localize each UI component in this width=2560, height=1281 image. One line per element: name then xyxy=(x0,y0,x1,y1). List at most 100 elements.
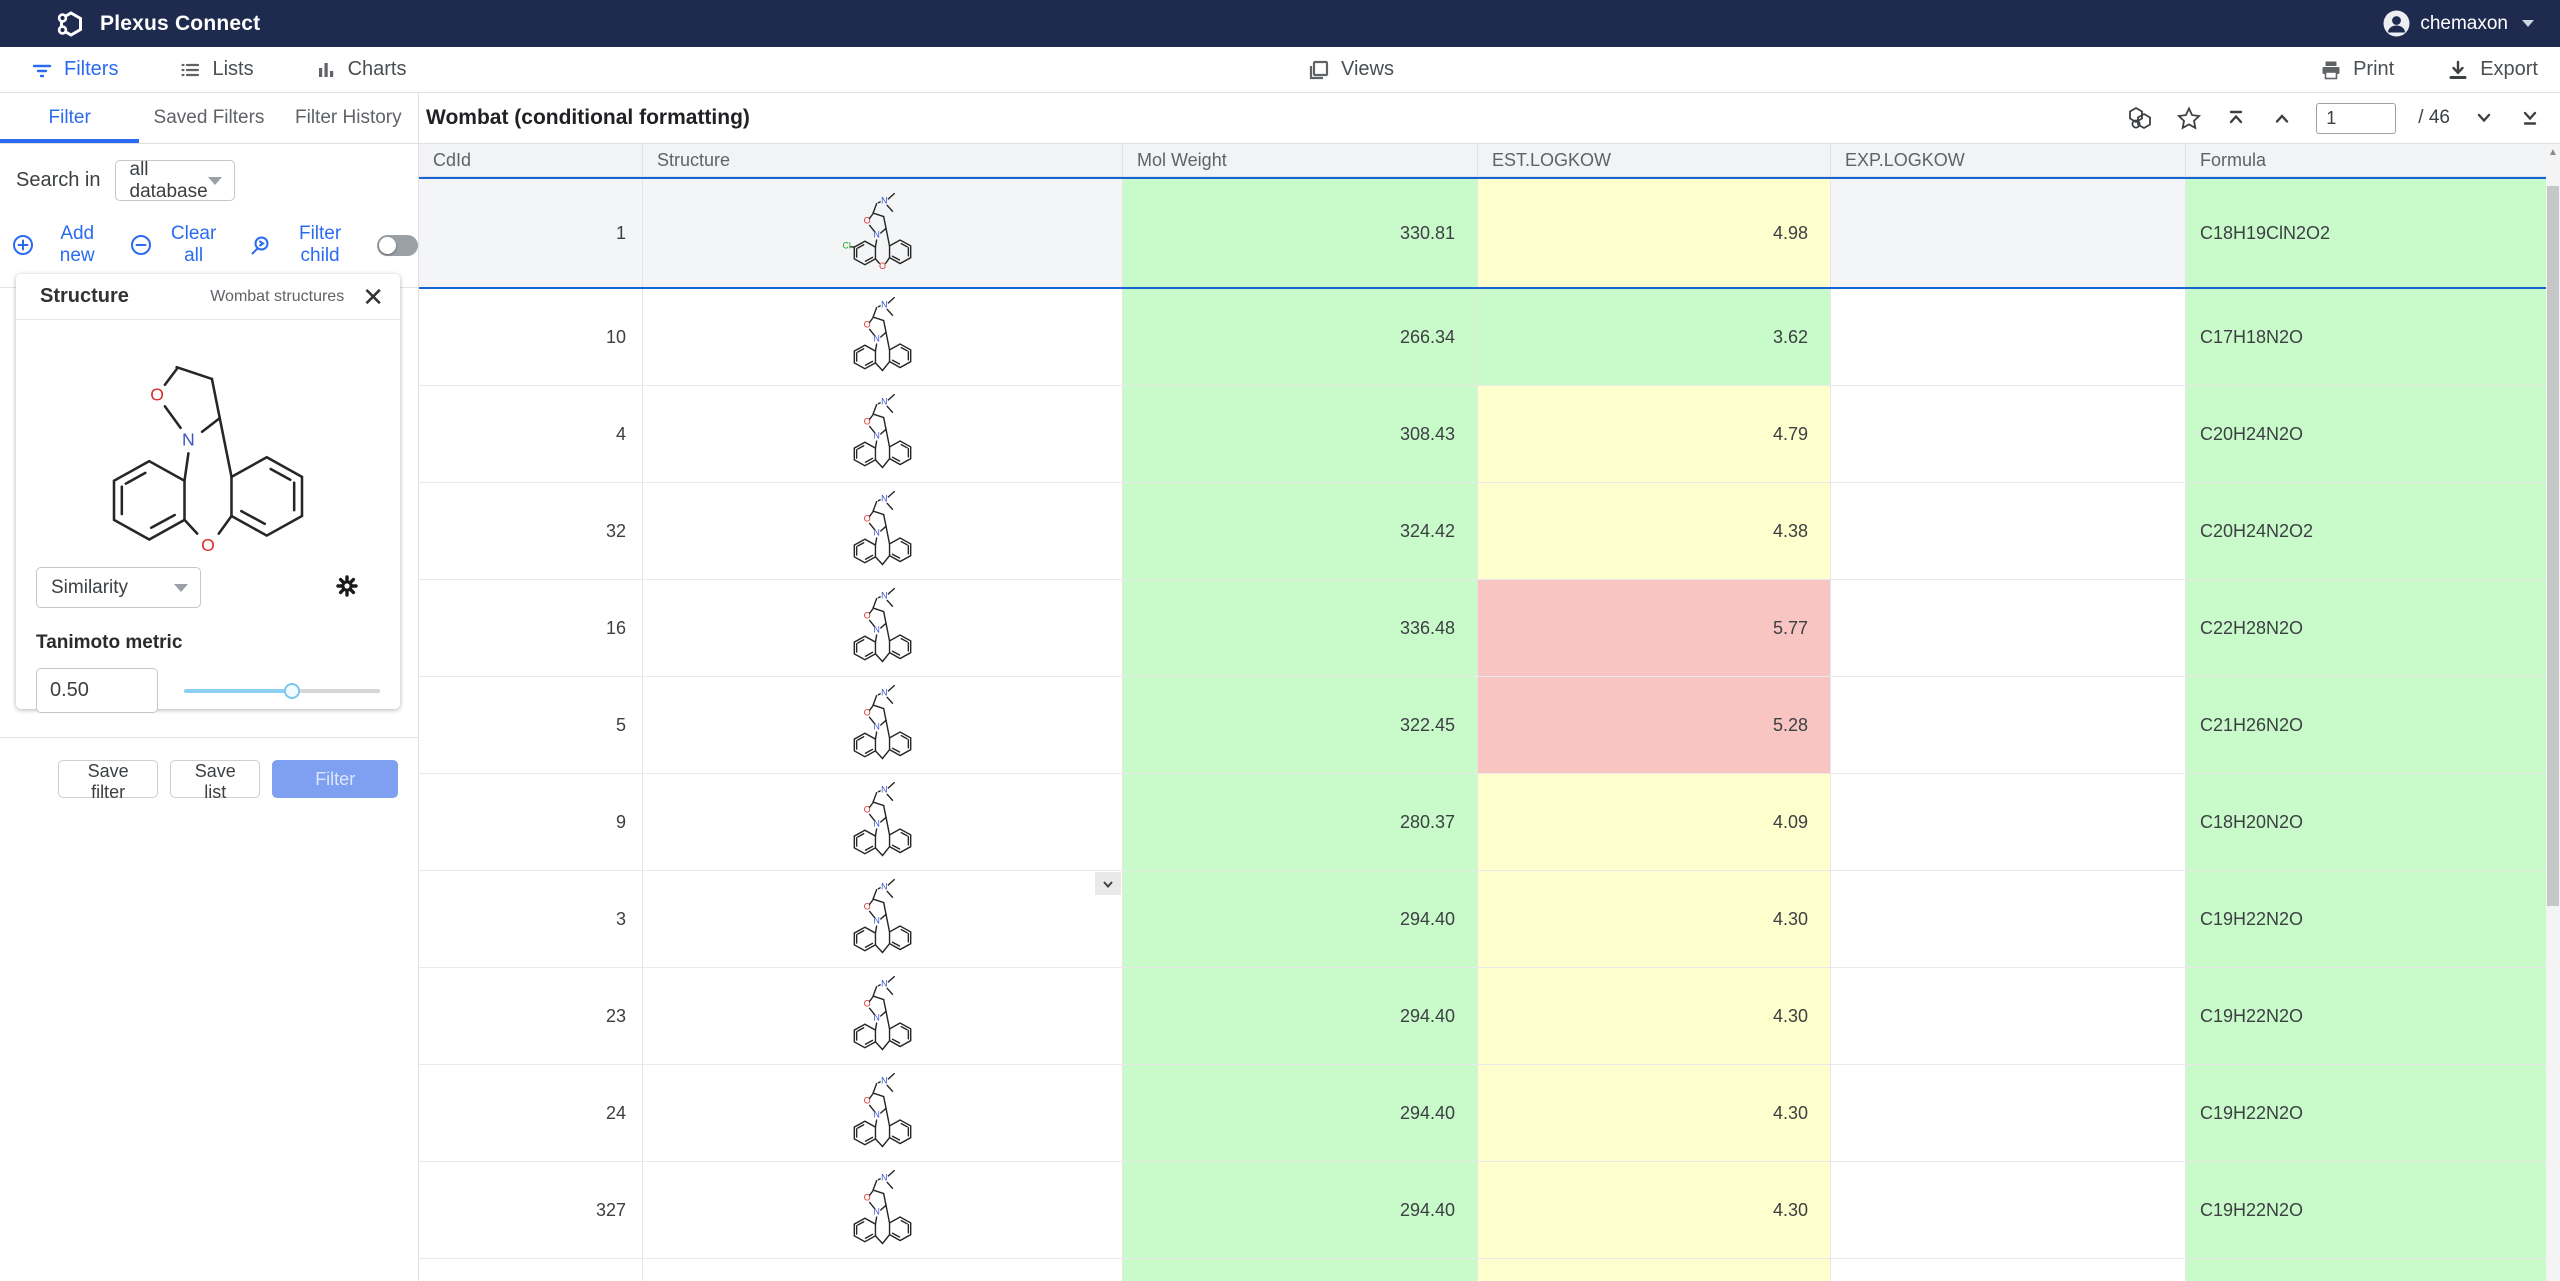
add-new-button[interactable]: Add new xyxy=(12,223,112,267)
user-menu[interactable]: chemaxon xyxy=(2383,10,2534,37)
table-row[interactable]: 16 N O N xyxy=(419,580,2546,677)
cell-exp-logkow[interactable] xyxy=(1831,774,2186,870)
last-record-icon[interactable] xyxy=(2518,106,2542,130)
cell-exp-logkow[interactable] xyxy=(1831,1259,2186,1281)
nav-filters-button[interactable]: Filters xyxy=(30,58,118,82)
tab-saved-filters[interactable]: Saved Filters xyxy=(153,107,265,128)
cell-est-logkow[interactable] xyxy=(1478,1259,1831,1281)
cell-formula[interactable]: C20H24N2O2 xyxy=(2186,483,2546,579)
cell-mol-weight[interactable]: 294.40 xyxy=(1123,1162,1478,1258)
cell-est-logkow[interactable]: 4.30 xyxy=(1478,871,1831,967)
tab-filter[interactable]: Filter xyxy=(0,93,140,143)
cell-exp-logkow[interactable] xyxy=(1831,1065,2186,1161)
cell-structure[interactable]: N O N xyxy=(643,1065,1123,1161)
print-button[interactable]: Print xyxy=(2319,58,2394,82)
next-record-icon[interactable] xyxy=(2472,106,2496,130)
cell-mol-weight[interactable]: 294.40 xyxy=(1123,871,1478,967)
cell-est-logkow[interactable]: 4.30 xyxy=(1478,968,1831,1064)
close-icon[interactable]: ✕ xyxy=(362,281,384,312)
tanimoto-slider-thumb[interactable] xyxy=(283,682,300,699)
cell-mol-weight[interactable]: 266.34 xyxy=(1123,289,1478,385)
cell-cdid[interactable]: 24 xyxy=(419,1065,643,1161)
cell-est-logkow[interactable]: 4.38 xyxy=(1478,483,1831,579)
scroll-up-arrow-icon[interactable]: ▲ xyxy=(2548,146,2558,158)
gear-icon[interactable] xyxy=(334,573,360,602)
cell-exp-logkow[interactable] xyxy=(1831,179,2186,287)
cell-est-logkow[interactable]: 4.30 xyxy=(1478,1162,1831,1258)
column-header-structure[interactable]: Structure xyxy=(643,144,1123,177)
previous-record-icon[interactable] xyxy=(2270,106,2294,130)
cell-structure[interactable]: N O N xyxy=(643,483,1123,579)
cell-exp-logkow[interactable] xyxy=(1831,1162,2186,1258)
table-row[interactable]: 3 N O N xyxy=(419,871,2546,968)
cell-cdid[interactable]: 10 xyxy=(419,289,643,385)
cell-exp-logkow[interactable] xyxy=(1831,871,2186,967)
cell-formula[interactable]: C22H28N2O xyxy=(2186,580,2546,676)
cell-formula[interactable]: C20H24N2O xyxy=(2186,386,2546,482)
table-row[interactable]: 4 N O N xyxy=(419,386,2546,483)
cell-est-logkow[interactable]: 5.28 xyxy=(1478,677,1831,773)
cell-est-logkow[interactable]: 4.30 xyxy=(1478,1065,1831,1161)
record-number-input[interactable] xyxy=(2316,102,2397,134)
cell-mol-weight[interactable]: 336.48 xyxy=(1123,580,1478,676)
filter-child-button[interactable]: Filter child xyxy=(249,223,362,267)
structure-display-icon[interactable] xyxy=(2126,105,2154,131)
vertical-scrollbar[interactable]: ▲ xyxy=(2546,144,2560,1281)
tanimoto-value-input[interactable] xyxy=(36,668,158,713)
cell-structure[interactable]: N O N xyxy=(643,677,1123,773)
cell-structure[interactable]: N O N xyxy=(643,871,1123,967)
save-list-button[interactable]: Save list xyxy=(170,760,261,802)
column-header-cdid[interactable]: CdId xyxy=(419,144,643,177)
cell-est-logkow[interactable]: 4.98 xyxy=(1478,179,1831,287)
cell-mol-weight[interactable]: 294.40 xyxy=(1123,968,1478,1064)
cell-cdid[interactable]: 32 xyxy=(419,483,643,579)
clear-all-button[interactable]: Clear all xyxy=(130,223,226,267)
cell-structure[interactable]: N O N xyxy=(643,179,1123,287)
column-header-est-logkow[interactable]: EST.LOGKOW xyxy=(1478,144,1831,177)
cell-exp-logkow[interactable] xyxy=(1831,289,2186,385)
cell-cdid[interactable]: 9 xyxy=(419,774,643,870)
cell-structure[interactable]: N O N xyxy=(643,580,1123,676)
first-record-icon[interactable] xyxy=(2224,106,2248,130)
cell-exp-logkow[interactable] xyxy=(1831,386,2186,482)
nav-charts-button[interactable]: Charts xyxy=(314,58,406,82)
cell-formula[interactable]: C19H22N2O xyxy=(2186,871,2546,967)
cell-est-logkow[interactable]: 3.62 xyxy=(1478,289,1831,385)
cell-mol-weight[interactable]: 322.45 xyxy=(1123,677,1478,773)
match-mode-select[interactable]: Similarity xyxy=(36,567,201,608)
nav-lists-button[interactable]: Lists xyxy=(178,58,254,82)
table-row[interactable]: 9 N O N xyxy=(419,774,2546,871)
cell-exp-logkow[interactable] xyxy=(1831,580,2186,676)
export-button[interactable]: Export xyxy=(2446,58,2538,82)
cell-formula[interactable]: C19H22N2O xyxy=(2186,1065,2546,1161)
cell-mol-weight[interactable]: 324.42 xyxy=(1123,483,1478,579)
cell-exp-logkow[interactable] xyxy=(1831,483,2186,579)
scrollbar-thumb[interactable] xyxy=(2547,186,2559,906)
cell-mol-weight[interactable]: 330.81 xyxy=(1123,179,1478,287)
cell-exp-logkow[interactable] xyxy=(1831,968,2186,1064)
column-header-exp-logkow[interactable]: EXP.LOGKOW xyxy=(1831,144,2186,177)
cell-cdid[interactable]: 5 xyxy=(419,677,643,773)
cell-formula[interactable]: C19H22N2O xyxy=(2186,968,2546,1064)
column-header-formula[interactable]: Formula xyxy=(2186,144,2546,177)
table-row[interactable]: 5 N O N xyxy=(419,677,2546,774)
table-row[interactable]: 327 N O N xyxy=(419,1162,2546,1259)
tanimoto-slider[interactable] xyxy=(184,682,380,699)
cell-formula[interactable]: C19H22N2O xyxy=(2186,1162,2546,1258)
cell-formula[interactable]: C17H18N2O xyxy=(2186,289,2546,385)
cell-mol-weight[interactable]: 294.40 xyxy=(1123,1065,1478,1161)
nav-views-button[interactable]: Views xyxy=(1307,58,1394,82)
cell-formula[interactable]: C18H20N2O xyxy=(2186,774,2546,870)
cell-cdid[interactable]: 3 xyxy=(419,871,643,967)
table-row[interactable]: 10 N O N xyxy=(419,289,2546,386)
cell-exp-logkow[interactable] xyxy=(1831,677,2186,773)
tab-filter-history[interactable]: Filter History xyxy=(295,107,402,128)
cell-structure[interactable]: N O N xyxy=(643,1259,1123,1281)
cell-structure[interactable]: N O N xyxy=(643,386,1123,482)
cell-formula[interactable] xyxy=(2186,1259,2546,1281)
query-structure-drawing[interactable]: O N xyxy=(16,328,400,563)
cell-est-logkow[interactable]: 4.79 xyxy=(1478,386,1831,482)
cell-structure[interactable]: N O N xyxy=(643,289,1123,385)
cell-cdid[interactable]: 1 xyxy=(419,179,643,287)
table-row[interactable]: 32 N O N xyxy=(419,483,2546,580)
